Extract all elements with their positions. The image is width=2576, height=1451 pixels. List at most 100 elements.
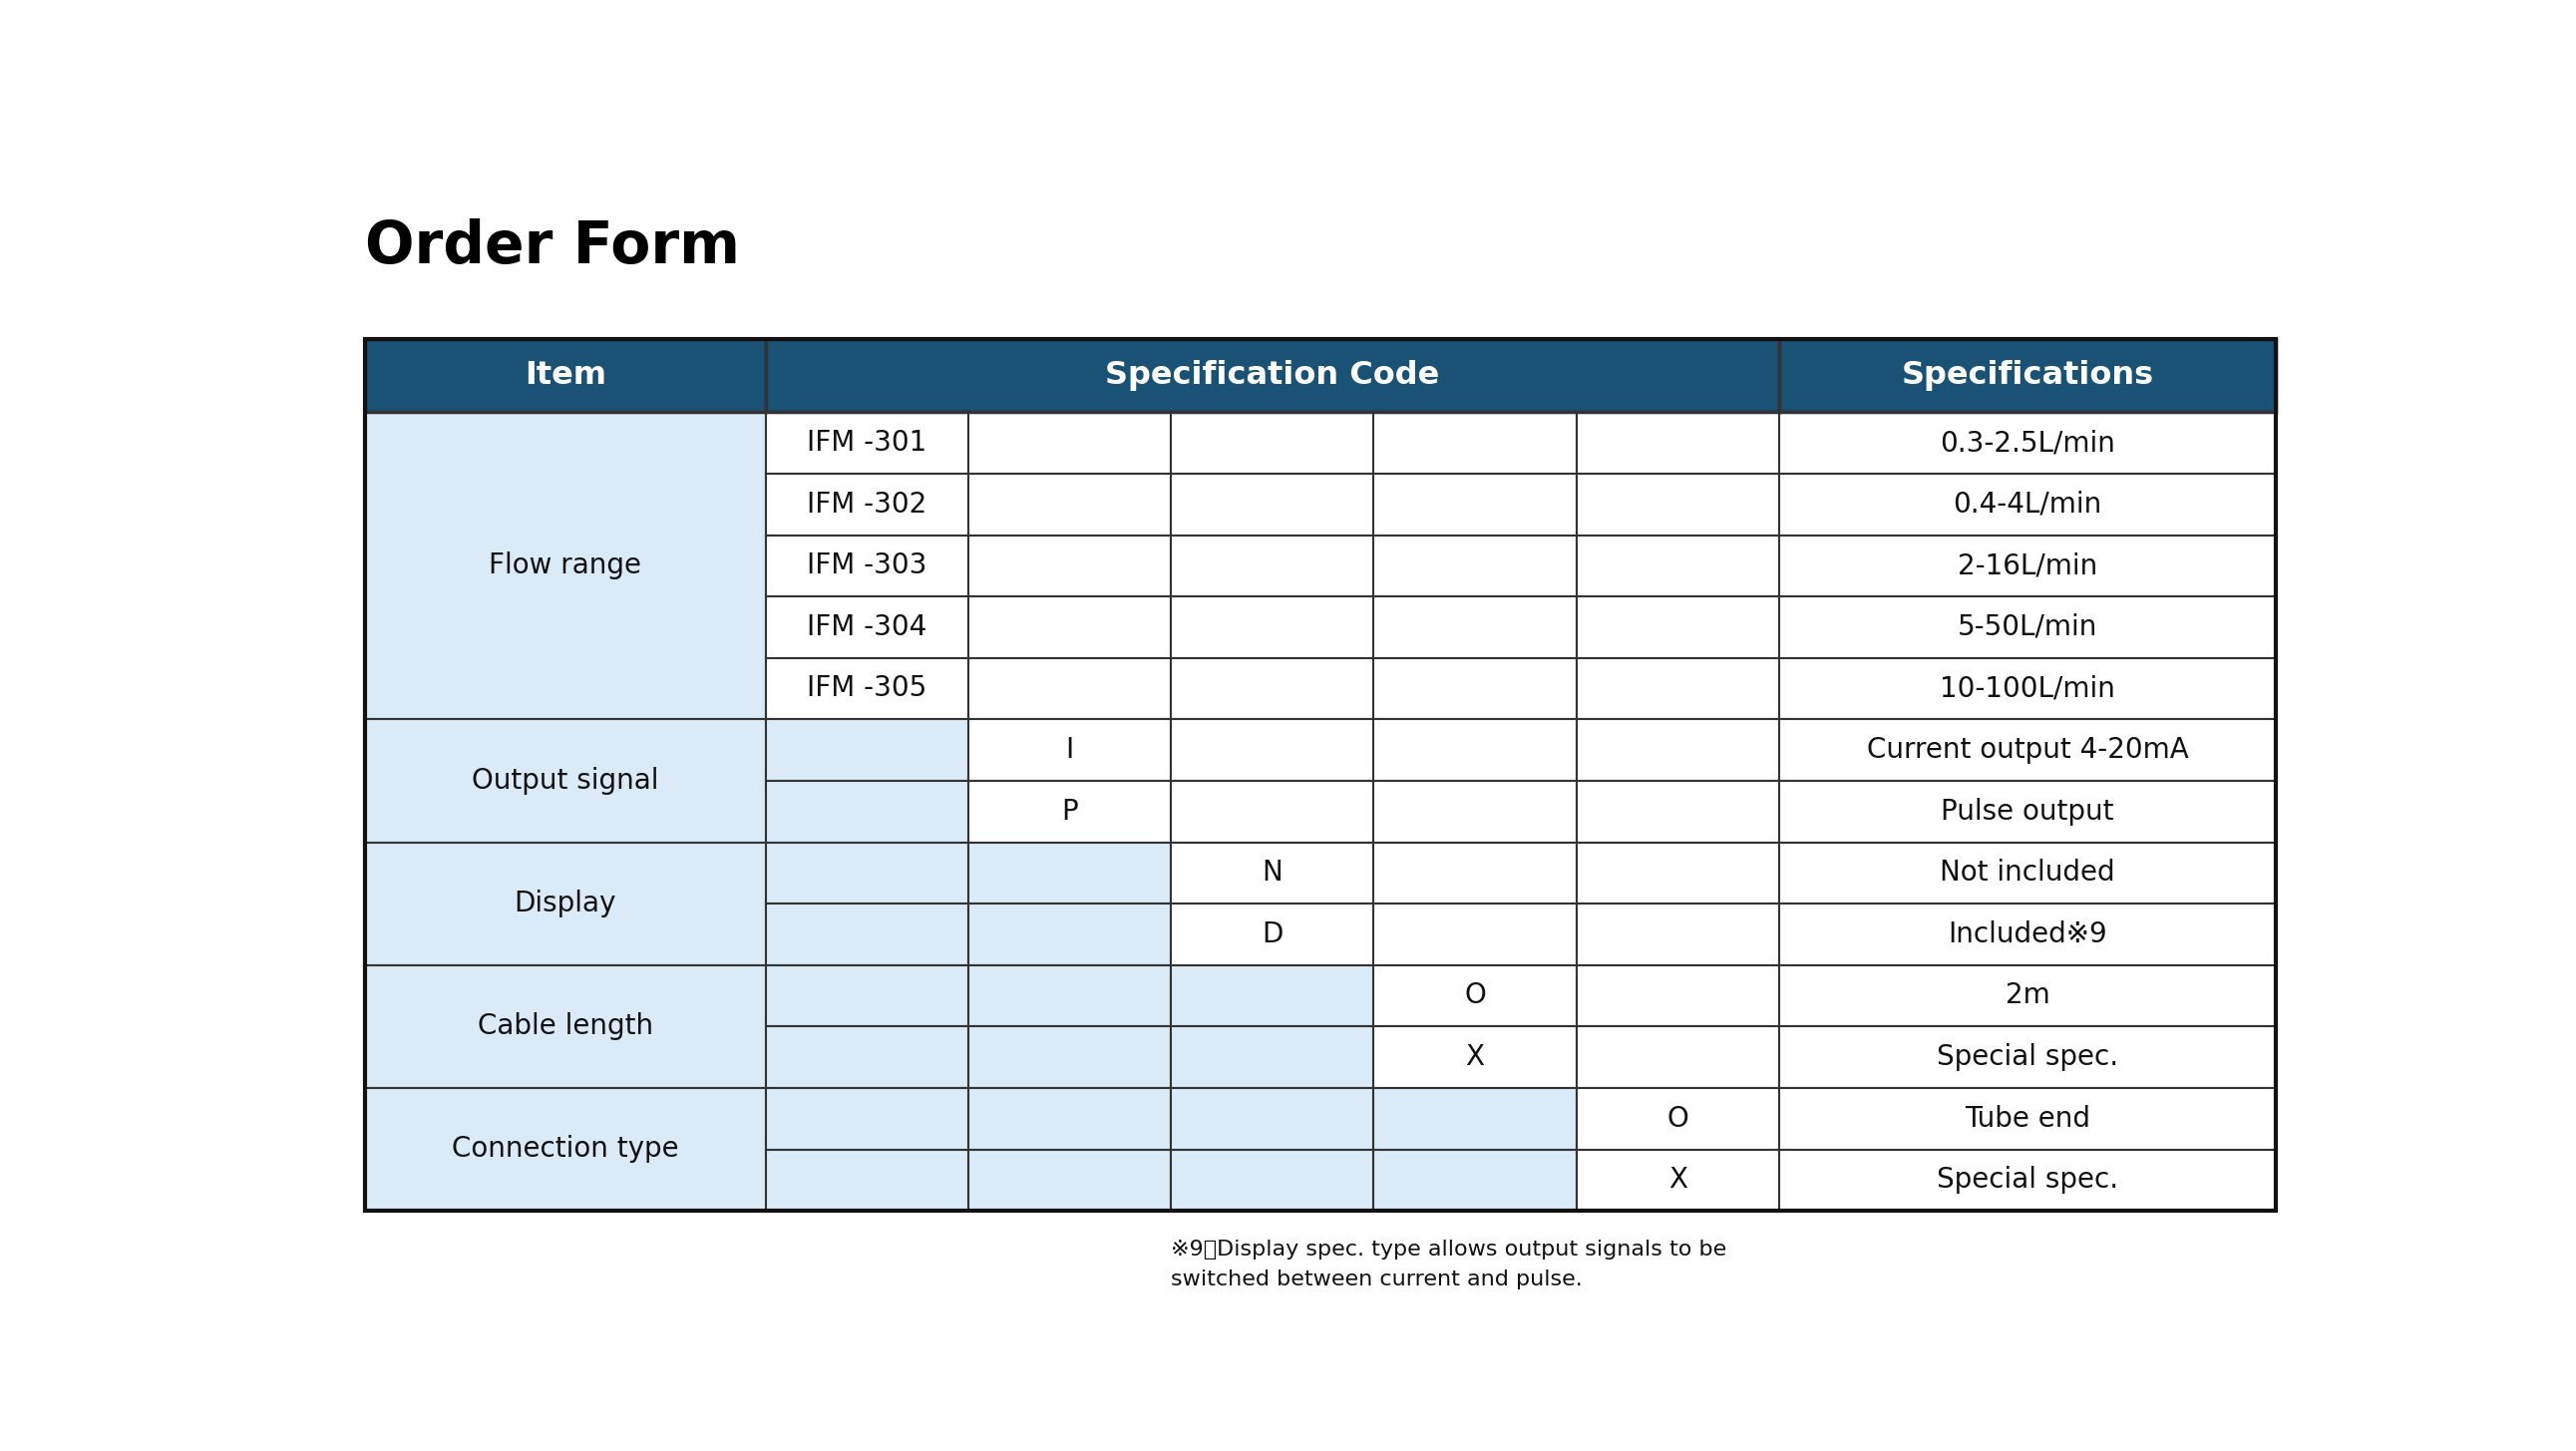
Bar — [1373, 596, 1577, 657]
Text: 2-16L/min: 2-16L/min — [1958, 551, 2097, 580]
Bar — [1577, 1088, 1780, 1149]
Bar — [969, 473, 1172, 535]
Text: 0.4-4L/min: 0.4-4L/min — [1953, 490, 2102, 518]
Bar — [969, 657, 1172, 720]
Bar — [1172, 1149, 1373, 1210]
Bar — [1172, 904, 1373, 965]
Bar — [1577, 781, 1780, 842]
Text: Display: Display — [515, 889, 616, 917]
Text: IFM -303: IFM -303 — [806, 551, 927, 580]
Bar — [969, 1088, 1172, 1149]
Text: 10-100L/min: 10-100L/min — [1940, 675, 2115, 702]
Bar — [765, 904, 969, 965]
Bar — [1373, 904, 1577, 965]
Bar — [969, 720, 1172, 781]
Text: Output signal: Output signal — [471, 766, 659, 795]
Bar — [969, 535, 1172, 596]
Bar — [1577, 1026, 1780, 1088]
Bar — [1577, 1149, 1780, 1210]
Text: Special spec.: Special spec. — [1937, 1167, 2117, 1194]
Bar — [1373, 412, 1577, 473]
Bar — [1373, 473, 1577, 535]
Bar — [1577, 720, 1780, 781]
Text: 0.3-2.5L/min: 0.3-2.5L/min — [1940, 429, 2115, 457]
Bar — [1577, 657, 1780, 720]
Text: Order Form: Order Form — [366, 219, 739, 276]
Bar — [1172, 842, 1373, 904]
Bar — [969, 781, 1172, 842]
Text: Tube end: Tube end — [1965, 1104, 2089, 1133]
Text: IFM -305: IFM -305 — [806, 675, 927, 702]
Bar — [366, 1088, 765, 1210]
Bar — [765, 781, 969, 842]
Bar — [1172, 781, 1373, 842]
Bar — [1577, 473, 1780, 535]
Bar — [366, 965, 765, 1088]
Text: 2m: 2m — [2004, 982, 2050, 1010]
Bar — [969, 596, 1172, 657]
Text: N: N — [1262, 859, 1283, 887]
Text: Current output 4-20mA: Current output 4-20mA — [1868, 736, 2190, 765]
Bar — [765, 596, 969, 657]
Bar — [765, 720, 969, 781]
Bar — [969, 1026, 1172, 1088]
Text: IFM -301: IFM -301 — [806, 429, 927, 457]
Bar — [1172, 473, 1373, 535]
Bar — [1172, 1088, 1373, 1149]
Bar — [1780, 1026, 2275, 1088]
Bar — [1780, 657, 2275, 720]
Text: Special spec.: Special spec. — [1937, 1043, 2117, 1071]
Bar — [969, 904, 1172, 965]
Bar — [1780, 1088, 2275, 1149]
Bar — [1373, 1088, 1577, 1149]
Bar — [1577, 412, 1780, 473]
Text: Not included: Not included — [1940, 859, 2115, 887]
Bar — [366, 412, 765, 720]
Text: Included※9: Included※9 — [1947, 920, 2107, 949]
Bar — [969, 412, 1172, 473]
Bar — [1780, 340, 2275, 412]
Bar — [1172, 412, 1373, 473]
Bar — [1172, 535, 1373, 596]
Bar — [1780, 1149, 2275, 1210]
Text: IFM -302: IFM -302 — [806, 490, 927, 518]
Bar — [1373, 535, 1577, 596]
Bar — [1577, 965, 1780, 1026]
Bar — [765, 1026, 969, 1088]
Text: 5-50L/min: 5-50L/min — [1958, 614, 2097, 641]
Bar — [1780, 904, 2275, 965]
Bar — [765, 965, 969, 1026]
Bar — [366, 720, 765, 842]
Text: P: P — [1061, 798, 1079, 826]
Bar — [1172, 596, 1373, 657]
Bar — [1172, 657, 1373, 720]
Text: Cable length: Cable length — [477, 1013, 654, 1040]
Bar — [969, 842, 1172, 904]
Text: switched between current and pulse.: switched between current and pulse. — [1172, 1270, 1582, 1288]
Bar — [1780, 781, 2275, 842]
Text: ※9：Display spec. type allows output signals to be: ※9：Display spec. type allows output sign… — [1172, 1241, 1726, 1259]
Bar — [1373, 781, 1577, 842]
Bar — [1577, 596, 1780, 657]
Text: Item: Item — [526, 360, 605, 392]
Text: X: X — [1669, 1167, 1687, 1194]
Bar — [765, 340, 1780, 412]
Text: X: X — [1466, 1043, 1484, 1071]
Bar — [1373, 842, 1577, 904]
Text: Specifications: Specifications — [1901, 360, 2154, 392]
Text: Specification Code: Specification Code — [1105, 360, 1440, 392]
Bar — [1373, 965, 1577, 1026]
Bar — [969, 965, 1172, 1026]
Bar — [765, 473, 969, 535]
Bar — [1172, 1026, 1373, 1088]
Bar — [1373, 720, 1577, 781]
Text: O: O — [1667, 1104, 1687, 1133]
Bar — [1577, 535, 1780, 596]
Bar — [1373, 657, 1577, 720]
Text: IFM -304: IFM -304 — [806, 614, 927, 641]
Text: O: O — [1463, 982, 1486, 1010]
Bar — [366, 842, 765, 965]
Bar — [765, 535, 969, 596]
Text: Flow range: Flow range — [489, 551, 641, 580]
Text: D: D — [1262, 920, 1283, 949]
